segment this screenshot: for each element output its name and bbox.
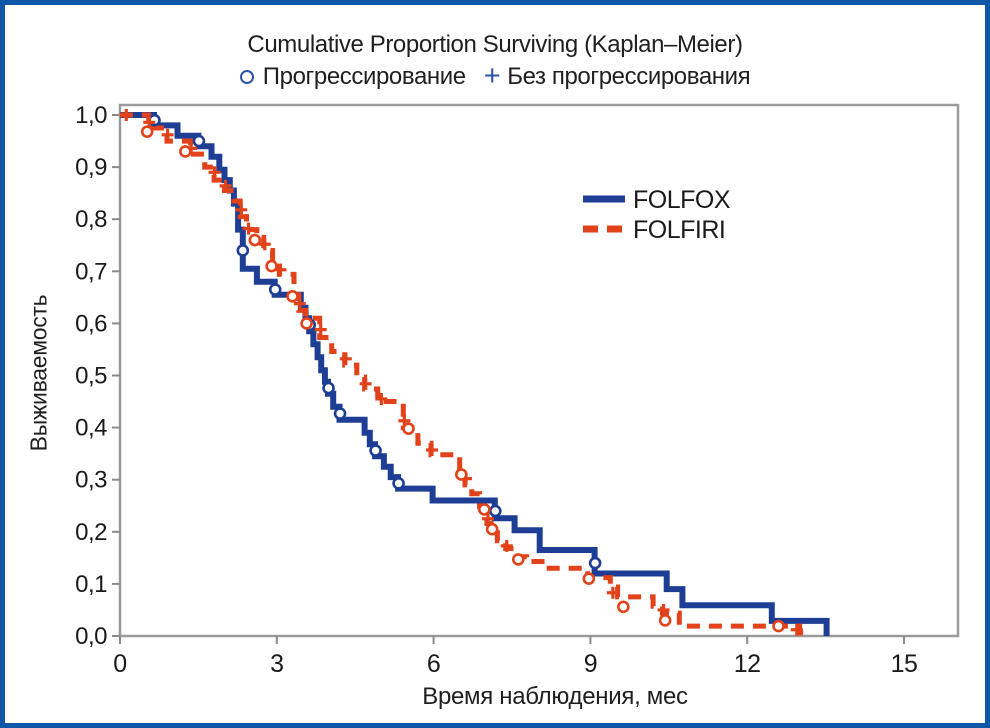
y-tick-label: 0,5 [75, 363, 107, 390]
y-tick-label: 0,2 [75, 519, 107, 546]
curve-folfiri [120, 112, 805, 636]
x-tick-label: 9 [584, 650, 597, 678]
circle-marker-folfiri [265, 259, 278, 273]
chart-title: Cumulative Proportion Surviving (Kaplan–… [247, 31, 743, 58]
plus-marker-folfiri [219, 179, 232, 192]
y-tick-label: 0,0 [75, 623, 107, 650]
circle-marker-folfox [322, 381, 335, 395]
circle-marker-folfiri [455, 468, 468, 481]
legend-label-folfox: FOLFOX [633, 186, 731, 214]
circle-marker-folfiri [772, 619, 785, 633]
plus-marker-folfiri [293, 297, 306, 310]
plus-marker-folfiri [258, 238, 271, 251]
plus-marker-folfiri [359, 377, 372, 390]
plus-marker-folfiri [120, 109, 133, 121]
circle-marker-folfiri [658, 614, 672, 627]
y-tick-label: 0,9 [75, 154, 107, 181]
no-progression-plus-icon: + [483, 60, 501, 92]
circle-marker-folfox [333, 407, 347, 420]
plus-marker-folfiri [235, 203, 248, 216]
y-tick-label: 0,6 [75, 310, 107, 337]
circle-marker-folfiri [140, 125, 154, 138]
x-tick-label: 12 [734, 650, 761, 678]
circle-marker-folfox [392, 477, 405, 490]
x-axis-title: Время наблюдения, мес [422, 683, 688, 710]
km-plot-canvas: 0,0 0,1 0,2 0,3 0,4 0,5 0,6 0,7 0,8 0,9 1,0 0 3 6 9 12 1… [75, 102, 960, 678]
plus-marker-folfiri [314, 323, 327, 336]
y-axis-title: Выживаемость [25, 294, 52, 452]
circle-marker-folfox [268, 283, 282, 296]
circle-marker-folfox [588, 556, 602, 570]
y-tick-label: 0,8 [75, 206, 107, 233]
y-tick-label: 0,4 [75, 415, 107, 442]
chart-subtitle: Прогрессирование + Без прогрессирования [5, 60, 985, 92]
plus-marker-folfiri [657, 603, 670, 616]
circle-marker-folfox [369, 444, 382, 457]
circle-marker-folfiri [582, 572, 596, 585]
plot-box [118, 103, 960, 638]
circle-marker-folfox [488, 504, 502, 518]
x-tick-label: 0 [113, 650, 126, 678]
circle-marker-folfiri [511, 553, 525, 566]
plus-marker-folfiri [375, 392, 388, 405]
circle-marker-folfiri [300, 317, 313, 330]
y-tick-label: 0,1 [75, 571, 107, 598]
no-progression-label: Без прогрессирования [507, 63, 751, 90]
circle-marker-folfiri [477, 503, 491, 516]
plus-marker-folfiri [208, 166, 221, 179]
y-tick-label: 0,7 [75, 258, 107, 285]
circle-marker-folfox [236, 244, 250, 257]
circle-marker-folfiri [402, 422, 415, 435]
y-tick-label: 1,0 [75, 102, 107, 129]
legend-label-folfiri: FOLFIRI [633, 216, 725, 244]
x-tick-label: 3 [270, 650, 283, 678]
plus-marker-folfiri [426, 444, 439, 457]
circle-marker-folfiri [179, 145, 192, 158]
plus-marker-folfiri [790, 623, 803, 636]
progression-label: Прогрессирование [262, 63, 466, 90]
circle-marker-folfox [192, 134, 206, 148]
circle-marker-folfiri [485, 522, 499, 536]
progression-circle-icon [239, 70, 254, 84]
circle-marker-folfiri [617, 600, 630, 614]
plus-marker-folfiri [339, 352, 352, 365]
circle-marker-folfiri [286, 290, 299, 303]
y-tick-label: 0,3 [75, 467, 107, 494]
plus-marker-folfiri [242, 222, 255, 235]
plus-marker-folfiri [606, 586, 619, 599]
plus-marker-folfiri [500, 539, 513, 552]
x-tick-label: 15 [891, 650, 918, 678]
plus-marker-folfiri [161, 128, 174, 141]
x-tick-label: 6 [427, 650, 440, 678]
plus-marker-folfiri [481, 512, 494, 525]
circle-marker-folfiri [248, 233, 262, 247]
